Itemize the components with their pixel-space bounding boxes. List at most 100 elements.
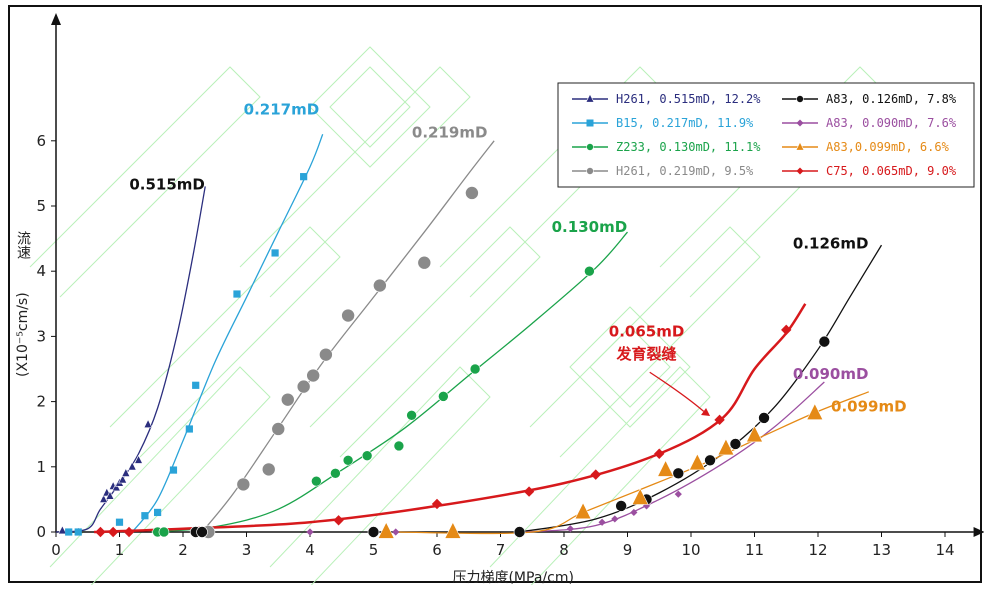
data-point-s3 <box>261 462 276 477</box>
data-point-s5 <box>392 528 400 536</box>
x-tick-label: 3 <box>242 541 252 559</box>
data-point-s0 <box>143 418 153 428</box>
data-point-s7 <box>714 414 725 426</box>
chart-frame: 0 1 2 3 4 5 6 7 8 9 10 11 12 13 14 0 1 2 3 4 5 6 压力梯度(MPa/cm) 流… <box>8 5 984 585</box>
data-point-s4 <box>672 467 685 480</box>
series-curve-1 <box>131 134 324 533</box>
data-point-s1 <box>154 508 162 517</box>
legend-marker <box>796 95 804 103</box>
data-point-s5 <box>306 528 314 536</box>
x-tick-label: 10 <box>681 541 700 559</box>
x-tick-label: 6 <box>432 541 442 559</box>
series-curve-3 <box>201 140 495 533</box>
data-point-s5 <box>630 508 638 517</box>
data-point-s3 <box>373 278 387 293</box>
data-point-s7 <box>781 324 792 336</box>
data-point-s0 <box>57 525 67 535</box>
x-axis-arrow <box>973 527 984 537</box>
x-tick-label: 5 <box>369 541 379 559</box>
x-axis-label: 压力梯度(MPa/cm) <box>452 570 573 585</box>
y-tick-label: 4 <box>36 262 46 280</box>
legend-marker <box>586 119 594 127</box>
legend-label: Z233, 0.130mD, 11.1% <box>616 140 761 154</box>
data-point-s5 <box>642 502 651 510</box>
legend-label: H261, 0.219mD, 9.5% <box>616 164 754 178</box>
data-point-s2 <box>330 468 341 479</box>
data-point-s6 <box>574 502 592 520</box>
x-tick-label: 0 <box>51 541 61 559</box>
data-point-s0 <box>105 490 115 500</box>
annotation-label: 0.126mD <box>793 234 869 252</box>
data-point-s6 <box>631 487 649 505</box>
annotation-arrowhead <box>701 407 711 416</box>
annotation-label: 0.099mD <box>831 397 907 415</box>
x-tick-label: 8 <box>559 541 569 559</box>
data-point-s1 <box>169 466 178 474</box>
chart-svg: 0 1 2 3 4 5 6 7 8 9 10 11 12 13 140123456压力梯度(MPa/cm)流… <box>15 13 984 585</box>
series-curve-7 <box>94 303 807 534</box>
y-tick-label: 6 <box>36 132 46 150</box>
data-point-s2 <box>311 475 322 487</box>
data-point-s1 <box>65 528 73 536</box>
data-point-s2 <box>469 363 481 375</box>
x-tick-label: 7 <box>496 541 506 559</box>
series-curve-5 <box>525 381 825 533</box>
data-point-s5 <box>598 518 606 526</box>
data-point-s4 <box>704 454 716 467</box>
data-point-s6 <box>717 438 735 456</box>
data-point-s4 <box>615 500 627 512</box>
data-point-s4 <box>758 412 770 424</box>
annotation-label: 0.130mD <box>552 218 628 236</box>
data-point-s5 <box>566 525 574 533</box>
x-tick-label: 14 <box>935 541 954 559</box>
x-tick-label: 1 <box>115 541 125 559</box>
x-tick-label: 2 <box>178 541 188 559</box>
data-point-s7 <box>431 498 443 510</box>
data-point-s2 <box>361 450 373 462</box>
data-point-s3 <box>296 379 311 394</box>
data-point-s2 <box>158 526 170 538</box>
data-point-s7 <box>590 469 601 480</box>
annotation-arrow <box>649 371 705 412</box>
y-tick-label: 2 <box>36 393 46 411</box>
data-point-s2 <box>406 409 417 421</box>
series-curve-4 <box>519 244 883 533</box>
data-point-s0 <box>134 454 144 464</box>
data-point-s3 <box>319 347 333 362</box>
data-point-s2 <box>393 440 405 452</box>
legend-label: B15, 0.217mD, 11.9% <box>616 116 754 130</box>
data-point-s4 <box>818 335 831 348</box>
y-tick-label: 5 <box>36 197 46 215</box>
data-point-s7 <box>95 526 106 538</box>
legend-box <box>557 82 975 188</box>
data-point-s7 <box>123 526 135 538</box>
y-axis-label-cn: 流速 <box>15 231 31 260</box>
legend-label: H261, 0.515mD, 12.2% <box>616 92 761 106</box>
data-point-s2 <box>584 265 595 277</box>
data-point-s1 <box>233 290 241 298</box>
data-point-s6 <box>377 521 395 539</box>
data-point-s0 <box>99 493 109 503</box>
data-point-s4 <box>196 526 208 538</box>
data-point-s6 <box>688 453 706 471</box>
data-point-s1 <box>300 173 308 181</box>
y-tick-label: 0 <box>36 523 46 541</box>
annotation-label: 0.219mD <box>412 124 488 142</box>
x-tick-label: 13 <box>872 541 891 559</box>
data-point-s4 <box>729 438 742 450</box>
legend-label: A83, 0.090mD, 7.6% <box>826 116 957 130</box>
legend-marker <box>585 93 595 103</box>
data-point-s0 <box>111 482 121 492</box>
y-axis-arrow <box>51 13 61 25</box>
data-point-s1 <box>192 381 200 389</box>
y-axis-label-unit: (X10⁻⁵cm/s) <box>15 292 31 377</box>
data-point-s2 <box>342 454 354 466</box>
series-curve-0 <box>55 186 206 533</box>
data-point-s4 <box>367 526 380 538</box>
data-point-s0 <box>127 461 137 471</box>
legend-marker <box>586 143 594 151</box>
data-point-s1 <box>115 518 124 526</box>
series-curve-6 <box>392 391 870 535</box>
data-point-s7 <box>654 448 665 459</box>
x-tick-label: 11 <box>745 541 764 559</box>
